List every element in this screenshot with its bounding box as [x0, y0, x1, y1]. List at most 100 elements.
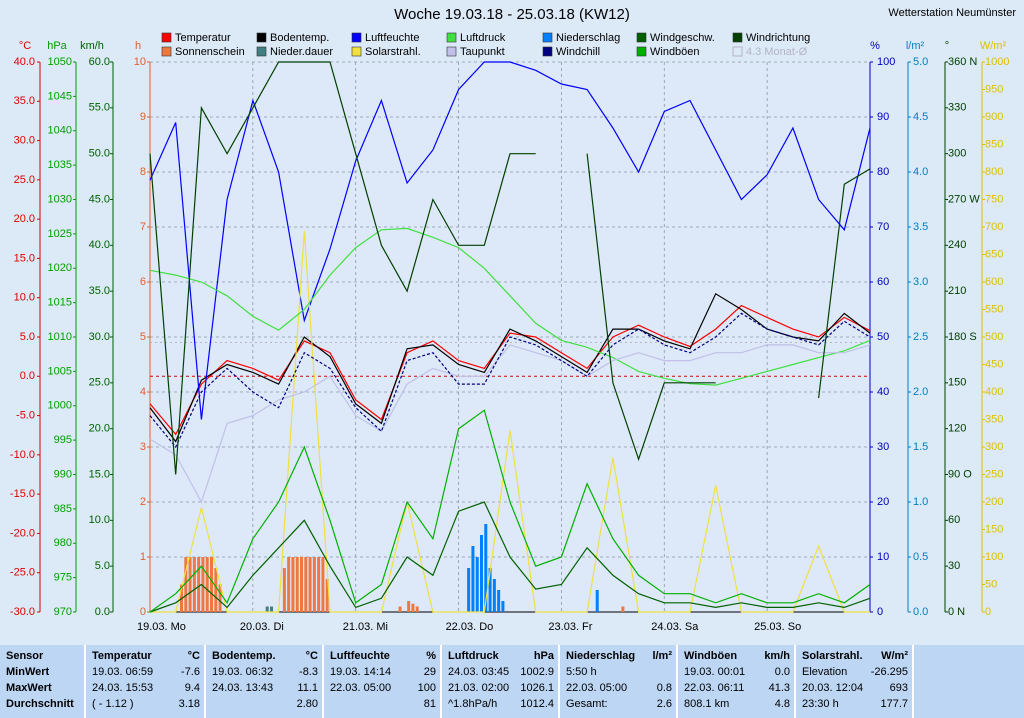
column-unit: W/m² [881, 650, 908, 662]
table-header: Luftfeuchte% [330, 648, 436, 664]
y-tick-label: 0 [877, 606, 883, 618]
table-row: MinWert [6, 664, 80, 680]
table-cell: 2.6 [656, 698, 672, 710]
bar [205, 557, 209, 612]
y-tick-label: -10.0 [10, 449, 35, 461]
y-tick-label: 40.0 [14, 56, 35, 68]
table-column: Bodentemp. °C 19.03. 06:32 -8.3 24.03. 13:43… [206, 645, 324, 718]
y-tick-label: 35.0 [14, 95, 35, 107]
legend-swatch [542, 46, 553, 57]
axis-unit: ° [945, 40, 949, 52]
bar [484, 524, 488, 612]
table-row: ( - 1.12 ) 3.18 [92, 696, 200, 712]
legend-swatch [542, 32, 553, 43]
y-tick-label: -25.0 [10, 567, 35, 579]
legend-swatch [161, 46, 172, 57]
y-tick-label: 30.0 [14, 134, 35, 146]
table-cell: 0.8 [656, 682, 672, 694]
y-tick-label: 1015 [48, 297, 72, 309]
table-row: 19.03. 06:32 -8.3 [212, 664, 318, 680]
row-label: MaxWert [6, 682, 52, 694]
column-unit: l/m² [652, 650, 672, 662]
y-tick-label: 40 [877, 386, 889, 398]
y-tick-label: 850 [985, 138, 1003, 150]
legend-label: Windböen [650, 46, 700, 58]
series-line [149, 501, 871, 613]
y-tick-label: 100 [985, 551, 1003, 563]
y-tick-label: 3.0 [913, 276, 928, 288]
y-tick-label: 0.0 [913, 606, 928, 618]
legend-label: Windchill [556, 46, 600, 58]
y-tick-label: 7 [140, 221, 146, 233]
y-tick-label: 985 [54, 503, 72, 515]
series-line [149, 304, 871, 436]
y-tick-label: 80 [877, 166, 889, 178]
bar [398, 606, 402, 612]
table-cell: ^1.8hPa/h [448, 698, 498, 710]
table-cell: -8.3 [299, 666, 318, 678]
y-tick-label: 900 [985, 111, 1003, 123]
y-tick-label: 10 [877, 551, 889, 563]
y-tick-label: 300 [948, 148, 966, 160]
table-cell: 1012.4 [520, 698, 554, 710]
x-tick-label: 22.03. Do [446, 621, 494, 633]
x-tick-label: 24.03. Sa [651, 621, 699, 633]
y-tick-label: 800 [985, 166, 1003, 178]
table-row: 22.03. 05:00 100 [330, 680, 436, 696]
y-tick-label: -5.0 [16, 409, 35, 421]
table-row: Durchschnitt [6, 696, 80, 712]
bar [214, 568, 218, 612]
table-row: 19.03. 00:01 0.0 [684, 664, 790, 680]
legend-label: Bodentemp. [270, 32, 329, 44]
y-tick-label: 20.0 [14, 213, 35, 225]
y-tick-label: 4.0 [913, 166, 928, 178]
y-tick-label: 1.5 [913, 441, 928, 453]
y-tick-label: 10 [134, 56, 146, 68]
y-tick-label: 4.5 [913, 111, 928, 123]
table-column: Windböen km/h 19.03. 00:01 0.0 22.03. 06:11 4… [678, 645, 796, 718]
bar [312, 557, 316, 612]
legend-swatch [161, 32, 172, 43]
table-cell: 22.03. 05:00 [566, 682, 628, 694]
axis-unit: km/h [80, 40, 104, 52]
x-tick-label: 19.03. Mo [137, 621, 186, 633]
table-row: ^1.8hPa/h 1012.4 [448, 696, 554, 712]
axis-unit: °C [19, 40, 31, 52]
y-tick-label: 0.5 [913, 551, 928, 563]
series-line [149, 344, 871, 504]
y-tick-label: 0.0 [95, 606, 110, 618]
table-row: 24.03. 15:53 9.4 [92, 680, 200, 696]
table-cell: 808.1 km [684, 698, 730, 710]
table-header: Luftdruck hPa [448, 648, 554, 664]
y-tick-label: 1030 [48, 193, 72, 205]
axis-unit: % [870, 40, 880, 52]
y-tick-label: 60.0 [89, 56, 110, 68]
table-column: Niederschlag l/m² 5:50 h 22.03. 05:00 0.8 Ges… [560, 645, 678, 718]
table-row: 19.03. 14:14 29 [330, 664, 436, 680]
y-tick-label: 25.0 [89, 377, 110, 389]
y-tick-label: 700 [985, 221, 1003, 233]
table-cell: Elevation [802, 666, 848, 678]
bar [415, 606, 419, 612]
row-label: Durchschnitt [6, 698, 74, 710]
bar [210, 557, 213, 612]
table-header: Niederschlag l/m² [566, 648, 672, 664]
table-column: Luftdruck hPa 24.03. 03:45 1002.9 21.03. 02:… [442, 645, 560, 718]
table-column: Solarstrahl. W/m² Elevation -26.295 20.03. 1… [796, 645, 914, 718]
bar [621, 606, 625, 612]
table-cell: 19.03. 00:01 [684, 666, 746, 678]
y-tick-label: 10.0 [14, 292, 35, 304]
table-row: 22.03. 06:11 41.3 [684, 680, 790, 696]
table-cell: 0.0 [774, 666, 790, 678]
bar [300, 557, 303, 612]
y-tick-label: 120 [948, 423, 966, 435]
table-cell: 693 [889, 682, 908, 694]
y-tick-label: 975 [54, 572, 72, 584]
y-tick-label: 5.0 [95, 560, 110, 572]
bar [321, 557, 325, 612]
table-cell: 3.18 [178, 698, 200, 710]
series-line [149, 61, 871, 420]
y-tick-label: 20 [877, 496, 889, 508]
legend-label: Luftdruck [460, 32, 506, 44]
table-row: 23:30 h 177.7 [802, 696, 908, 712]
